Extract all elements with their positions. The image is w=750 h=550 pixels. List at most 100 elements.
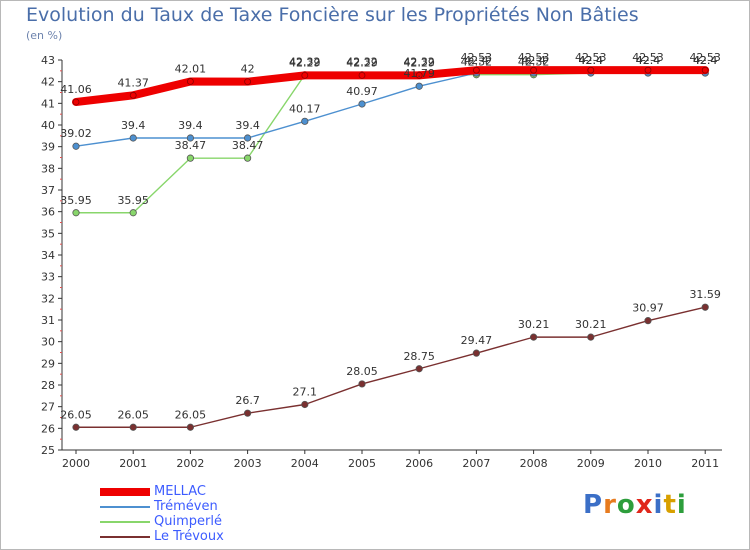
data-label: 30.21 [518,318,550,331]
data-label: 30.21 [575,318,607,331]
data-point [244,78,252,86]
y-tick-label: 28 [41,379,55,392]
data-point [358,71,366,79]
data-point [415,82,423,90]
y-tick-label: 26 [41,422,55,435]
x-tick-label: 2004 [291,457,319,470]
y-tick-label: 32 [41,292,55,305]
data-label: 26.05 [60,408,92,421]
data-point [472,349,480,357]
data-label: 27.1 [293,386,318,399]
data-point [587,333,595,341]
data-label: 42.32 [346,56,378,69]
y-tick-label: 40 [41,119,55,132]
data-label: 42.4 [464,54,489,67]
series-line [72,66,710,107]
y-tick-label: 35 [41,227,55,240]
data-point [358,380,366,388]
data-label: 42.4 [521,54,546,67]
logo-letter: o [616,490,636,520]
data-point [644,317,652,325]
logo-letter: P [583,490,604,520]
series-line [75,72,706,214]
unit-label: (en %) [26,29,63,42]
data-point [72,209,80,217]
data-label: 28.05 [346,365,378,378]
y-tick-label: 29 [41,357,55,370]
data-point [587,66,595,74]
data-label: 31.59 [689,288,721,301]
legend-item: Quimperlé [100,514,224,529]
data-label: 42 [241,63,255,76]
x-tick-label: 2001 [119,457,147,470]
data-point [301,117,309,125]
x-tick-label: 2005 [348,457,376,470]
data-point [244,134,252,142]
x-tick-label: 2000 [62,457,90,470]
data-point [530,66,537,74]
data-label: 42.29 [403,56,435,69]
data-point [701,66,709,74]
data-label: 39.4 [235,119,260,132]
y-tick-label: 37 [41,184,55,197]
data-label: 35.95 [117,194,149,207]
proxiti-logo: Proxiti [583,490,687,520]
data-label: 39.02 [60,127,92,140]
y-tick-label: 31 [41,314,55,327]
chart-title: Evolution du Taux de Taxe Foncière sur l… [26,4,639,26]
x-tick-label: 2010 [634,457,662,470]
series-le-tr-voux [72,303,709,431]
y-tick-label: 33 [41,271,55,284]
legend-label: MELLAC [154,484,206,499]
logo-letter: t [663,490,677,520]
logo-letter: i [653,490,664,520]
data-label: 42.4 [693,54,718,67]
data-label: 42.29 [346,56,378,69]
y-tick-label: 42 [41,76,55,89]
data-label: 42.4 [636,54,661,67]
data-label: 42.32 [518,56,550,69]
data-label: 42.32 [403,56,435,69]
x-tick-label: 2002 [176,457,204,470]
data-label: 41.37 [117,76,149,89]
data-label: 29.47 [461,334,493,347]
legend-swatch [100,487,150,496]
series-line [75,306,706,428]
data-point [701,303,709,311]
data-label: 42.53 [689,51,721,64]
y-tick-label: 38 [41,162,55,175]
x-tick-label: 2007 [462,457,490,470]
data-label: 41.06 [60,83,92,96]
data-label: 42.29 [289,56,321,69]
data-point [72,142,80,150]
data-point [129,91,137,99]
data-point [644,66,652,74]
data-point [186,423,194,431]
data-label: 38.47 [175,139,207,152]
legend-swatch [100,505,150,508]
legend-swatch [100,535,150,538]
data-point [529,333,538,341]
data-point [129,134,137,142]
logo-letter: r [603,490,617,520]
data-label: 39.4 [178,119,203,132]
legend-label: Le Trévoux [154,529,224,544]
legend-label: Tréméven [154,499,218,514]
series-tr-m-ven [72,69,709,150]
data-point [244,409,252,417]
data-label: 42.01 [175,62,207,75]
legend-item: MELLAC [100,484,224,499]
data-point [301,71,309,79]
data-label: 42.4 [693,54,718,67]
data-point [186,154,194,162]
x-tick-label: 2006 [405,457,433,470]
y-tick-label: 39 [41,141,55,154]
data-point [186,78,194,85]
x-tick-label: 2011 [691,457,719,470]
legend-label: Quimperlé [154,514,222,529]
data-label: 40.97 [346,85,378,98]
data-label: 26.05 [175,408,207,421]
legend-item: Tréméven [100,499,224,514]
data-label: 26.05 [117,408,149,421]
